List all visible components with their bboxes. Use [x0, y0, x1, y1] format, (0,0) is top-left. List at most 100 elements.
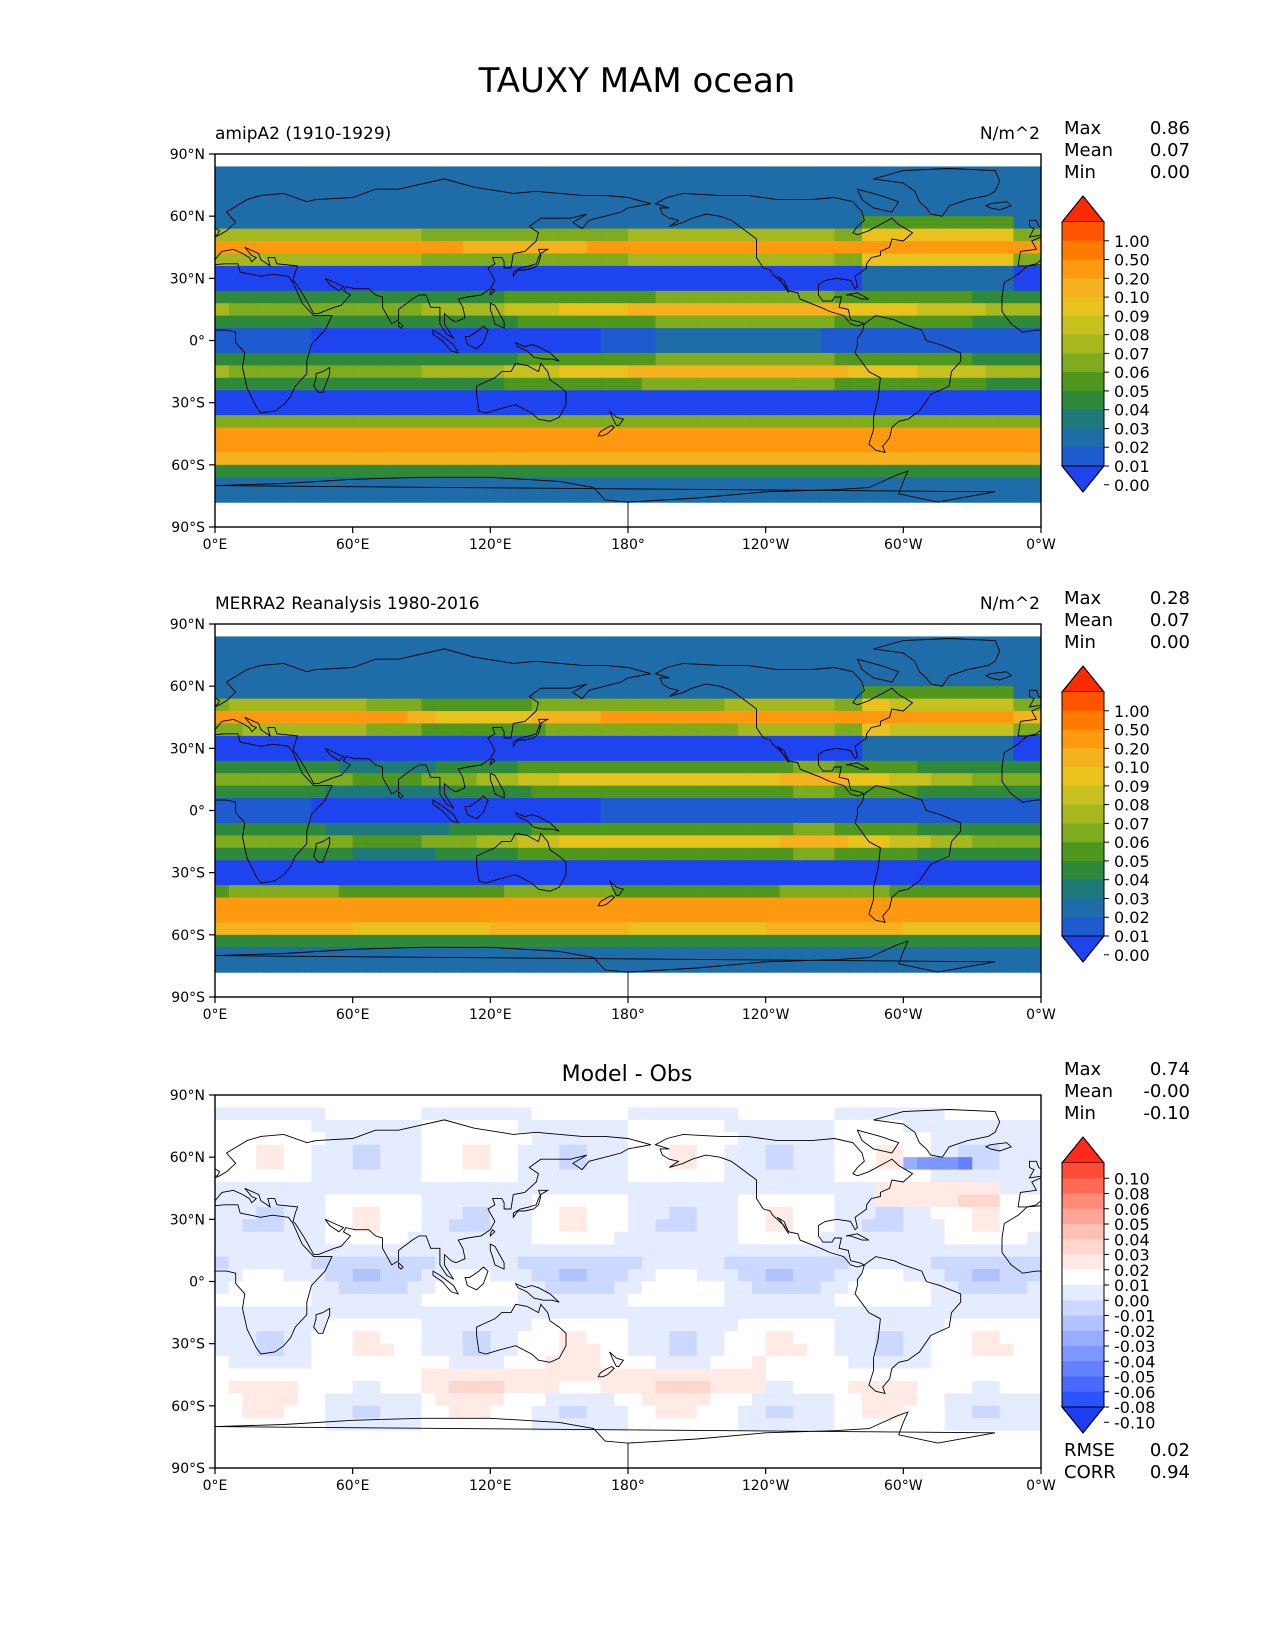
field-cell [683, 377, 698, 391]
field-cell [242, 686, 257, 700]
field-cell [903, 1368, 918, 1382]
field-cell [710, 847, 725, 861]
field-cell [944, 934, 959, 948]
field-cell [820, 1343, 836, 1357]
field-cell [655, 390, 670, 404]
field-cell [628, 909, 643, 923]
field-cell [710, 1405, 725, 1419]
field-cell [476, 303, 491, 317]
land-srilanka [398, 790, 404, 799]
field-cell [531, 673, 546, 687]
field-cell [476, 1306, 491, 1320]
field-cell [449, 377, 464, 391]
field-cell [972, 1293, 987, 1307]
field-cell [572, 1231, 588, 1245]
field-cell [586, 241, 602, 255]
field-cell [531, 216, 546, 230]
field-cell [586, 427, 602, 441]
field-cell [586, 1219, 602, 1233]
field-cell [338, 723, 354, 737]
field-cell [490, 835, 505, 849]
field-cell [683, 934, 698, 948]
field-cell [628, 178, 643, 192]
field-cell [628, 698, 643, 712]
field-cell [338, 1293, 354, 1307]
field-cell [283, 785, 299, 799]
field-cell [215, 241, 230, 255]
field-cell [545, 897, 560, 911]
field-cell [958, 909, 973, 923]
field-cell [806, 1169, 822, 1183]
field-cell [793, 303, 808, 317]
field-cell [669, 191, 684, 205]
field-cell [655, 1132, 670, 1146]
field-cell [806, 1182, 822, 1196]
field-cell [586, 278, 602, 292]
field-cell [724, 934, 739, 948]
field-cell [311, 723, 326, 737]
field-cell [848, 1119, 863, 1133]
field-cell [765, 711, 781, 725]
field-cell [917, 1281, 932, 1295]
field-cell [765, 934, 781, 948]
field-cell [862, 315, 877, 329]
field-cell [930, 203, 946, 217]
field-cell [449, 439, 464, 453]
field-cell [944, 1119, 959, 1133]
field-cell [407, 427, 423, 441]
field-cell [765, 1405, 781, 1419]
field-cell [848, 1132, 863, 1146]
field-cell [972, 377, 987, 391]
field-cell [215, 352, 230, 366]
field-cell [476, 1281, 491, 1295]
field-cell [999, 1368, 1015, 1382]
field-cell [228, 1318, 244, 1332]
field-cell [325, 1418, 340, 1432]
field-cell [490, 1281, 505, 1295]
field-cell [696, 228, 712, 242]
field-cell [683, 1343, 698, 1357]
field-cell [242, 315, 257, 329]
field-cell [820, 773, 836, 787]
field-cell [517, 303, 533, 317]
field-cell [462, 909, 478, 923]
field-cell [862, 415, 877, 429]
field-cell [531, 203, 546, 217]
field-cell [985, 439, 1001, 453]
field-cell [765, 290, 781, 304]
field-cell [490, 909, 505, 923]
field-cell [999, 798, 1015, 812]
field-cell [669, 1107, 684, 1121]
field-cell [283, 1405, 299, 1419]
field-cell [476, 203, 491, 217]
field-cell [793, 340, 808, 354]
field-cell [917, 241, 932, 255]
field-cell [875, 1393, 891, 1407]
field-cell [421, 1157, 436, 1171]
field-cell [407, 452, 423, 466]
field-cell [903, 847, 918, 861]
field-cell [449, 1331, 464, 1345]
field-cell [683, 1256, 698, 1270]
field-cell [586, 673, 602, 687]
field-cell [435, 228, 450, 242]
field-cell [476, 847, 491, 861]
field-cell [352, 377, 368, 391]
field-cell [283, 822, 299, 836]
field-cell [972, 1182, 987, 1196]
land-newzealand_n [609, 410, 625, 426]
field-cell [848, 1269, 863, 1283]
colorbar-segment [1062, 240, 1104, 261]
colorbar-max-extend [1060, 195, 1106, 223]
field-cell [242, 1331, 257, 1345]
field-cell [724, 178, 739, 192]
field-cell [421, 315, 436, 329]
field-cell [283, 402, 299, 416]
field-cell [256, 1169, 271, 1183]
field-cell [586, 810, 602, 824]
field-cell [765, 1119, 781, 1133]
field-cell [228, 748, 244, 762]
field-cell [270, 959, 285, 973]
stat-label-min: Min [1064, 632, 1096, 653]
field-cell [476, 241, 491, 255]
